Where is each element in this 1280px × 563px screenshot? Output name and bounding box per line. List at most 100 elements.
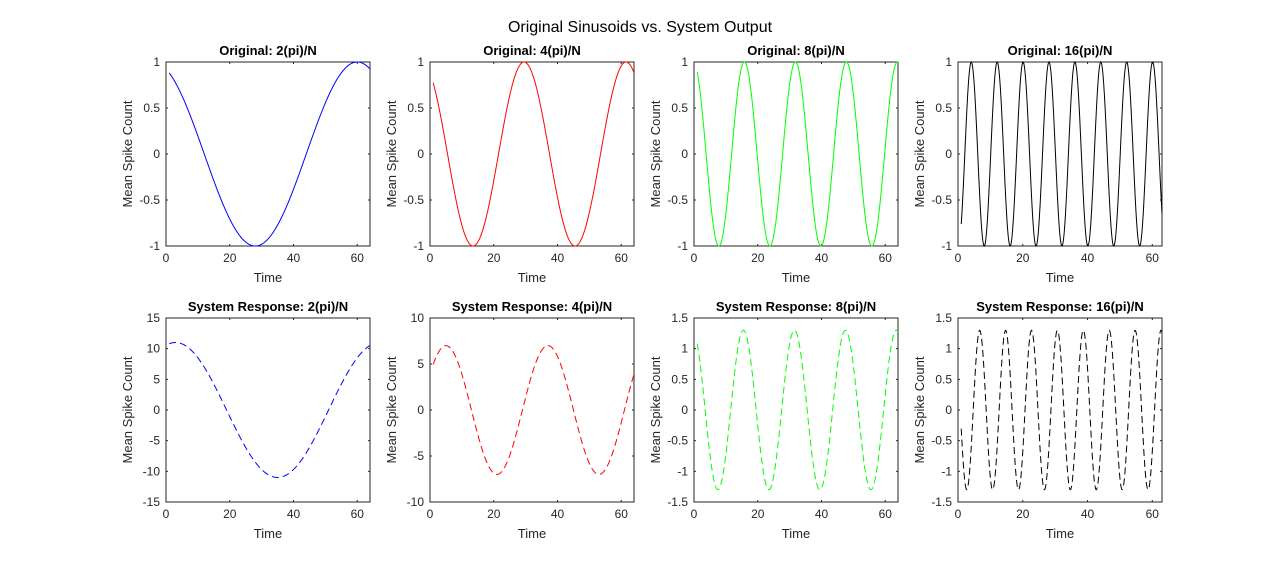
y-axis-label: Mean Spike Count <box>648 356 663 463</box>
y-tick-label: 5 <box>153 372 160 386</box>
y-axis-label: Mean Spike Count <box>120 100 135 207</box>
y-tick-label: 0.5 <box>935 101 952 115</box>
axes-box <box>693 317 899 503</box>
series-line <box>432 61 635 247</box>
y-tick-label: -1 <box>941 464 952 478</box>
x-tick-label: 40 <box>1081 251 1095 265</box>
x-tick-label: 60 <box>351 251 365 265</box>
y-tick-label: -0.5 <box>139 193 160 207</box>
x-tick-label: 60 <box>1146 507 1160 521</box>
x-tick-label: 20 <box>223 507 237 521</box>
axes-box <box>693 61 899 247</box>
x-axis-label: Time <box>782 526 810 541</box>
x-tick-label: 40 <box>815 507 829 521</box>
x-tick-label: 40 <box>1081 507 1095 521</box>
y-tick-label: -0.5 <box>667 434 688 448</box>
subplot-title: Original: 2(pi)/N <box>219 43 317 58</box>
y-tick-label: -1 <box>413 239 424 253</box>
y-tick-label: 0 <box>681 403 688 417</box>
subplot-8: System Response: 16(pi)/N 0 20 40 60 -1.5 -1 -0… <box>912 299 1163 541</box>
y-axis-label: Mean Spike Count <box>384 100 399 207</box>
y-tick-label: -10 <box>407 495 425 509</box>
y-tick-label: 1.5 <box>935 311 952 325</box>
x-axis-label: Time <box>518 526 546 541</box>
y-tick-label: 1 <box>153 55 160 69</box>
subplots-grid: Original: 2(pi)/N 0 20 40 60 -1 -0.5 0 0.5 1 Time M… <box>120 43 1163 541</box>
y-tick-label: 0.5 <box>671 101 688 115</box>
x-tick-label: 0 <box>427 507 434 521</box>
y-tick-label: 10 <box>147 342 161 356</box>
y-tick-label: 0 <box>945 147 952 161</box>
x-tick-label: 60 <box>879 507 893 521</box>
y-tick-label: -15 <box>143 495 161 509</box>
y-tick-label: 1.5 <box>671 311 688 325</box>
y-axis-label: Mean Spike Count <box>648 100 663 207</box>
y-tick-label: -0.5 <box>931 193 952 207</box>
axes-box <box>429 317 635 503</box>
subplot-4: Original: 16(pi)/N 0 20 40 60 -1 -0.5 0 0.5 1 Time… <box>912 43 1163 285</box>
x-tick-label: 20 <box>751 251 765 265</box>
x-tick-label: 20 <box>1016 251 1030 265</box>
x-tick-label: 60 <box>351 507 365 521</box>
y-tick-label: 1 <box>945 342 952 356</box>
y-tick-label: 1 <box>681 55 688 69</box>
y-tick-label: 1 <box>681 342 688 356</box>
subplot-title: System Response: 2(pi)/N <box>188 299 348 314</box>
y-tick-label: 0.5 <box>671 372 688 386</box>
subplot-title: System Response: 16(pi)/N <box>976 299 1144 314</box>
subplot-3: Original: 8(pi)/N 0 20 40 60 -1 -0.5 0 0.5 1 Time M… <box>648 43 899 285</box>
y-tick-label: -1 <box>941 239 952 253</box>
y-tick-label: 0 <box>153 147 160 161</box>
x-axis-label: Time <box>782 270 810 285</box>
y-tick-label: 0.5 <box>935 372 952 386</box>
y-tick-label: 1 <box>417 55 424 69</box>
axes-box <box>165 61 371 247</box>
y-tick-label: -5 <box>149 434 160 448</box>
x-tick-label: 20 <box>223 251 237 265</box>
x-tick-label: 0 <box>955 507 962 521</box>
subplot-title: Original: 8(pi)/N <box>747 43 845 58</box>
y-axis-label: Mean Spike Count <box>912 100 927 207</box>
y-tick-label: -10 <box>143 464 161 478</box>
x-axis-label: Time <box>254 270 282 285</box>
series-line <box>696 61 899 247</box>
y-tick-label: 0 <box>417 403 424 417</box>
x-tick-label: 20 <box>751 507 765 521</box>
y-axis-label: Mean Spike Count <box>384 356 399 463</box>
x-tick-label: 0 <box>955 251 962 265</box>
x-tick-label: 0 <box>691 507 698 521</box>
x-tick-label: 60 <box>615 507 629 521</box>
y-tick-label: 1 <box>945 55 952 69</box>
x-axis-label: Time <box>1046 270 1074 285</box>
y-tick-label: -1 <box>149 239 160 253</box>
axes-box <box>957 61 1163 247</box>
x-tick-label: 0 <box>691 251 698 265</box>
subplot-title: System Response: 8(pi)/N <box>716 299 876 314</box>
subplot-2: Original: 4(pi)/N 0 20 40 60 -1 -0.5 0 0.5 1 Time M… <box>384 43 635 285</box>
figure-title: Original Sinusoids vs. System Output <box>508 19 773 36</box>
x-tick-label: 20 <box>487 251 501 265</box>
y-tick-label: 0 <box>417 147 424 161</box>
y-tick-label: -0.5 <box>403 193 424 207</box>
x-axis-label: Time <box>254 526 282 541</box>
x-tick-label: 40 <box>287 507 301 521</box>
y-tick-label: -1 <box>677 239 688 253</box>
y-tick-label: -1.5 <box>931 495 952 509</box>
series-line <box>960 329 1163 491</box>
y-axis-label: Mean Spike Count <box>120 356 135 463</box>
x-axis-label: Time <box>518 270 546 285</box>
subplot-1: Original: 2(pi)/N 0 20 40 60 -1 -0.5 0 0.5 1 Time M… <box>120 43 371 285</box>
y-tick-label: 0 <box>681 147 688 161</box>
subplot-6: System Response: 4(pi)/N 0 20 40 60 -10 -5 0 5 10… <box>384 299 635 541</box>
y-tick-label: 0.5 <box>407 101 424 115</box>
x-tick-label: 40 <box>551 507 565 521</box>
x-tick-label: 40 <box>551 251 565 265</box>
y-tick-label: -0.5 <box>931 434 952 448</box>
x-tick-label: 0 <box>163 251 170 265</box>
x-tick-label: 0 <box>163 507 170 521</box>
axes-box <box>429 61 635 247</box>
subplot-title: Original: 16(pi)/N <box>1008 43 1113 58</box>
x-tick-label: 20 <box>487 507 501 521</box>
series-line <box>168 61 371 247</box>
